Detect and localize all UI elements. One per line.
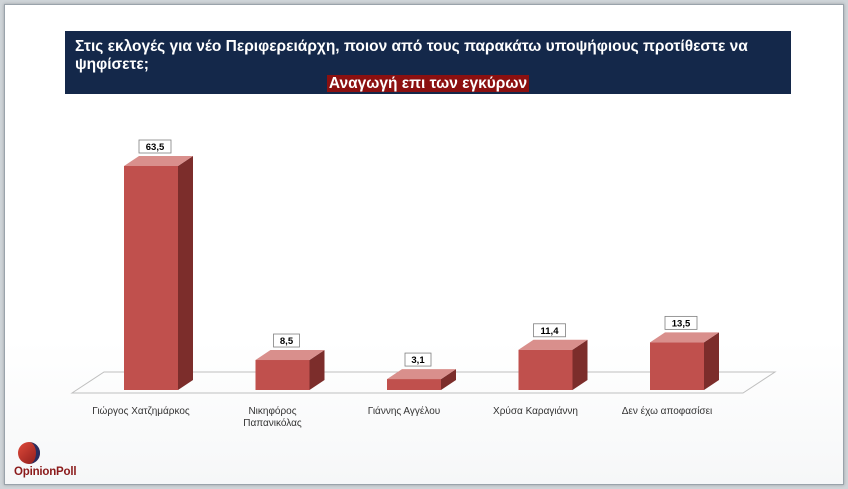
data-label-box xyxy=(533,323,566,338)
category-label: Γιάννης Αγγέλου xyxy=(368,405,441,417)
bar-side xyxy=(704,332,719,390)
bar-side xyxy=(572,339,588,390)
bar-side xyxy=(178,156,193,390)
category-label: Χρύσα Καραγιάννη xyxy=(493,405,578,417)
bar-top xyxy=(124,156,193,166)
title-box: Στις εκλογές για νέο Περιφερειάρχη, ποιο… xyxy=(65,31,791,94)
opinionpoll-logo: OpinionPoll xyxy=(14,440,77,478)
category-label: Νικηφόρος xyxy=(248,405,296,417)
data-label: 3,1 xyxy=(411,355,425,366)
bar-top xyxy=(518,339,588,350)
data-label-box xyxy=(664,315,698,330)
bar-front xyxy=(255,360,310,390)
data-label-box xyxy=(404,352,432,367)
data-label: 63,5 xyxy=(146,142,165,153)
category-label: Γιώργος Χατζημάρκος xyxy=(92,405,190,417)
bar-front xyxy=(124,166,178,390)
bar-top xyxy=(387,369,456,380)
bar-top xyxy=(255,350,325,361)
logo-text-opinion: Opinion xyxy=(14,466,57,478)
bar-top xyxy=(650,332,719,343)
bar-front xyxy=(650,342,704,390)
logo-icon xyxy=(18,442,40,464)
bar-4 xyxy=(518,339,588,390)
data-label-box xyxy=(273,333,300,348)
chart-subtitle: Αναγωγή επι των εγκύρων xyxy=(326,75,530,92)
bar-front xyxy=(518,349,573,390)
category-label: Δεν έχω αποφασίσει xyxy=(622,405,713,417)
chart-floor xyxy=(70,371,777,394)
chart-title: Στις εκλογές για νέο Περιφερειάρχη, ποιο… xyxy=(75,38,748,73)
category-label: Παπανικόλας xyxy=(243,417,302,429)
bar-5 xyxy=(650,332,719,390)
data-label-box xyxy=(138,139,172,154)
logo-text-poll: Poll xyxy=(56,466,77,478)
bar-1 xyxy=(124,156,193,390)
data-label: 13,5 xyxy=(672,318,691,329)
data-label: 8,5 xyxy=(280,336,294,347)
bar-side xyxy=(309,350,325,390)
bar-3 xyxy=(387,369,456,390)
data-label: 11,4 xyxy=(541,326,560,337)
bar-2 xyxy=(255,350,325,390)
bar-front xyxy=(387,379,441,390)
bar-side xyxy=(441,369,456,390)
